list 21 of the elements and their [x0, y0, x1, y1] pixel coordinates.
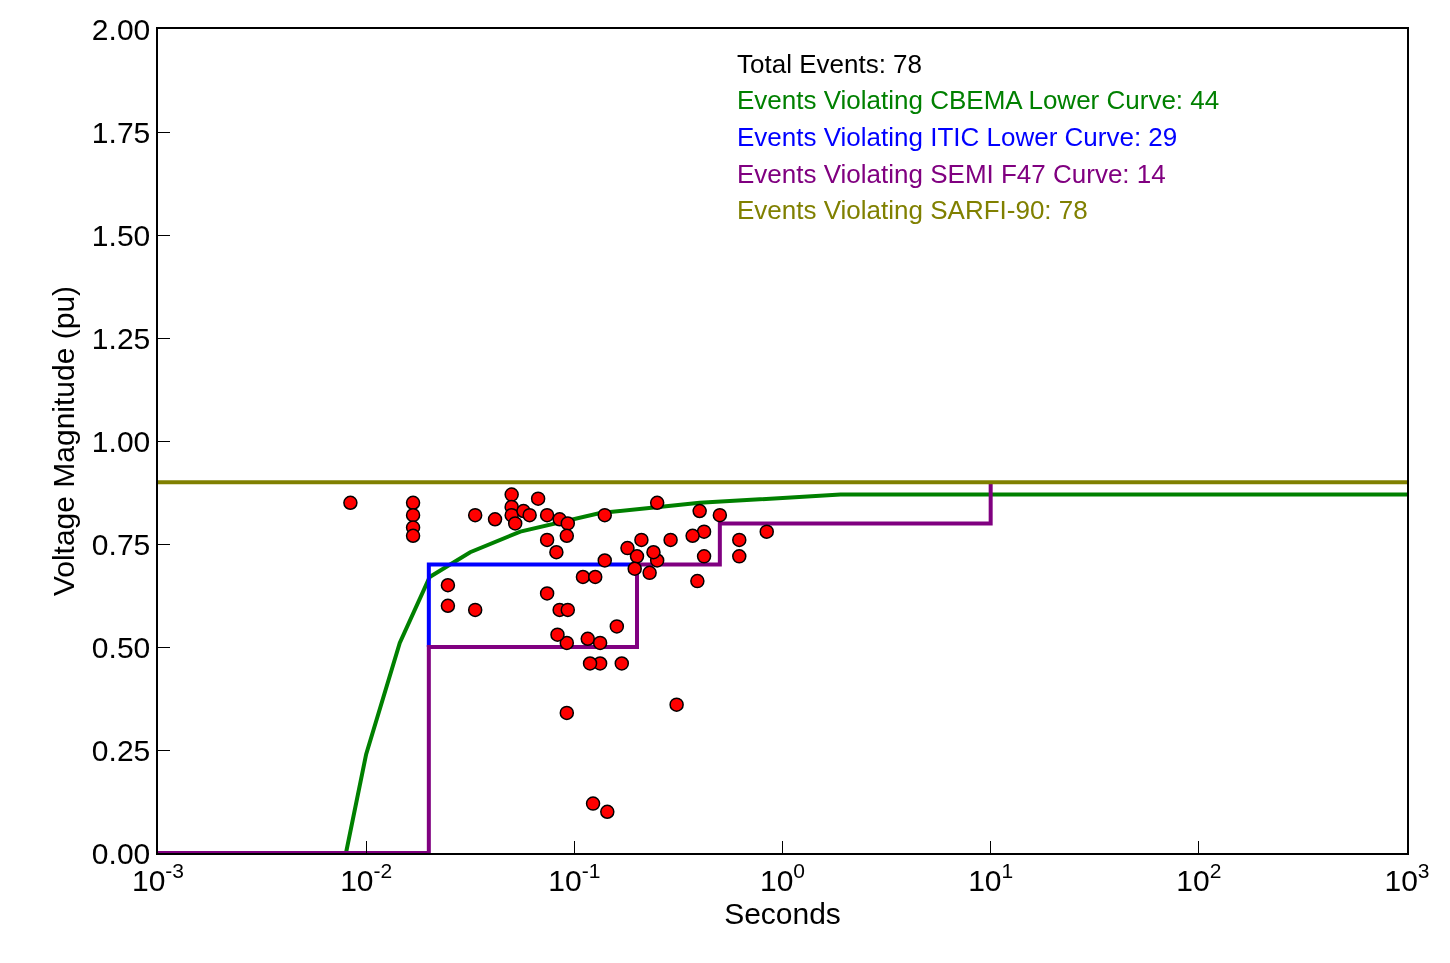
- y-tick-label: 1.75: [91, 115, 151, 149]
- text: Events Violating ITIC Lower Curve: 29: [737, 122, 1178, 152]
- x-tick-label: 10$^{2}$: [1176, 859, 1222, 897]
- y-tick-label: 0.75: [91, 527, 151, 561]
- y-tick-label: 1.25: [91, 321, 151, 355]
- x-tick-label: 10$^{-2}$: [340, 859, 393, 897]
- annotation: Total Events: 78: [737, 49, 922, 79]
- y-axis-title: Voltage Magnitude (pu): [47, 285, 81, 597]
- y-tick-label: 1.50: [91, 218, 151, 252]
- y-tick-label: 1.00: [91, 424, 151, 458]
- y-tick-label: 2.00: [91, 12, 151, 46]
- y-tick-label: 0.25: [91, 733, 151, 767]
- text: Events Violating CBEMA Lower Curve: 44: [737, 85, 1220, 115]
- x-axis-title: Seconds: [724, 896, 841, 930]
- text: Events Violating SARFI-90: 78: [737, 195, 1088, 225]
- x-tick-label: 10$^{-1}$: [548, 859, 601, 897]
- y-tick-label: 0.50: [91, 630, 151, 664]
- x-tick-label: 10$^{0}$: [759, 859, 806, 897]
- x-tick-label: 10$^{3}$: [1384, 859, 1430, 897]
- text: Events Violating SEMI F47 Curve: 14: [737, 159, 1166, 189]
- x-tick-label: 10$^{1}$: [968, 859, 1014, 897]
